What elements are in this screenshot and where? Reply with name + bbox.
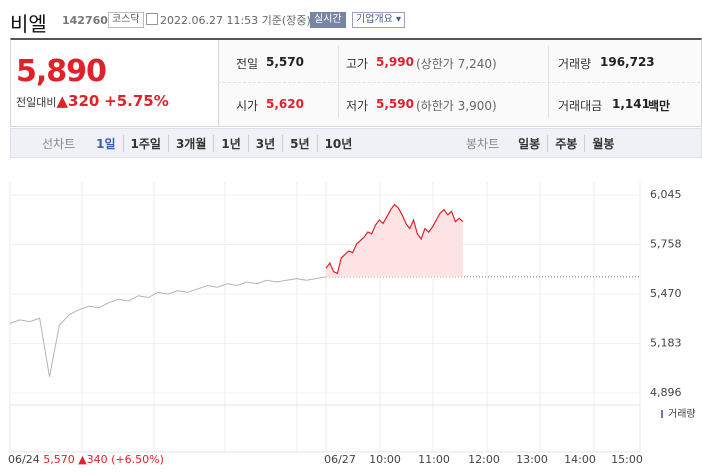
tab[interactable]: 10년 xyxy=(316,135,360,152)
tab[interactable]: 주봉 xyxy=(547,135,584,152)
stat-note: (하한가 3,900) xyxy=(416,99,497,113)
stat-label: 시가 xyxy=(236,99,259,113)
stat-value: 1,141 xyxy=(612,97,650,111)
market-badge: 코스닥 xyxy=(108,12,144,28)
change-rate: +5.75% xyxy=(104,92,169,110)
change-label: 전일대비 xyxy=(16,96,57,109)
stat-label: 거래량 xyxy=(558,57,592,71)
tab-bar xyxy=(10,128,702,158)
y-tick-label: 5,470 xyxy=(650,287,682,300)
tab-group-label: 봉차트 xyxy=(466,137,500,151)
candle-tabs: 봉차트 일봉 주봉 월봉 xyxy=(466,135,621,152)
area xyxy=(326,204,463,277)
current-price: 5,890 xyxy=(16,54,107,89)
footer-date: 06/24 xyxy=(8,453,40,466)
x-tick-label: 13:00 xyxy=(516,453,548,466)
up-arrow: ▲ xyxy=(56,92,69,110)
stat-unit: 백만 xyxy=(648,99,671,113)
x-tick-label: 15:00 xyxy=(611,453,643,466)
quote-time: 2022.06.27 11:53 기준(장중) xyxy=(160,14,311,27)
y-tick-label: 4,896 xyxy=(650,386,682,399)
tab[interactable]: 3년 xyxy=(247,135,282,152)
line-tabs: 선차트 1일 1주일 3개월 1년 3년 5년 10년 xyxy=(42,135,359,152)
stat-value: 5,620 xyxy=(266,97,304,111)
stats-panel xyxy=(218,40,701,126)
tab[interactable]: 1년 xyxy=(213,135,247,152)
x-tick-label: 14:00 xyxy=(564,453,596,466)
change: 320 xyxy=(68,92,100,110)
x-tick-label: 10:00 xyxy=(369,453,401,466)
tab[interactable]: 1일 xyxy=(96,137,116,151)
tab-group-label: 선차트 xyxy=(42,137,76,151)
price-line xyxy=(9,276,327,377)
company-label: 기업개요 xyxy=(356,14,393,25)
stock-name: 비엘 xyxy=(10,12,47,36)
tab[interactable]: 3개월 xyxy=(167,135,213,152)
volume-label: 거래량 xyxy=(668,408,696,420)
footer-change: 340 xyxy=(86,453,108,466)
tab[interactable]: 5년 xyxy=(282,135,316,152)
realtime-badge: 실시간 xyxy=(310,12,346,28)
stat-value: 196,723 xyxy=(600,55,655,69)
volume-legend xyxy=(661,410,663,418)
volume-panel xyxy=(9,404,641,453)
stat-label: 전일 xyxy=(236,57,259,71)
chart: 거래량 4,896 5,183 5,470 5,758 6,045 06/27 10:00 11… xyxy=(9,182,696,466)
calendar-icon xyxy=(146,13,158,25)
stat-value: 5,990 xyxy=(376,55,414,69)
y-tick-label: 5,183 xyxy=(650,337,682,350)
y-tick-label: 5,758 xyxy=(650,237,682,250)
stat-value: 5,590 xyxy=(376,97,414,111)
stock-code: 142760 xyxy=(62,14,108,27)
price-line xyxy=(325,203,464,275)
footer-price: 5,570 xyxy=(43,453,75,466)
divider xyxy=(218,82,700,83)
y-tick-label: 6,045 xyxy=(650,188,682,201)
change-row: 전일대비▲320 +5.75% xyxy=(16,92,169,110)
x-tick-label: 11:00 xyxy=(418,453,450,466)
tab[interactable]: 일봉 xyxy=(518,137,541,151)
x-tick-label: 06/27 xyxy=(324,453,356,466)
footer: 06/24 5,570 ▲340 (+6.50%) xyxy=(8,453,164,466)
stat-value: 5,570 xyxy=(266,55,304,69)
stat-note: (상한가 7,240) xyxy=(416,57,497,71)
x-tick-label: 12:00 xyxy=(468,453,500,466)
stat-label: 저가 xyxy=(346,99,369,113)
stat-label: 거래대금 xyxy=(558,99,603,113)
tab[interactable]: 월봉 xyxy=(584,135,621,152)
footer-rate: (+6.50%) xyxy=(111,453,164,466)
tab[interactable]: 1주일 xyxy=(122,135,168,152)
stat-label: 고가 xyxy=(346,57,369,71)
company-button[interactable]: 기업개요 ▾ xyxy=(352,12,406,28)
footer-arrow: ▲ xyxy=(78,453,87,466)
